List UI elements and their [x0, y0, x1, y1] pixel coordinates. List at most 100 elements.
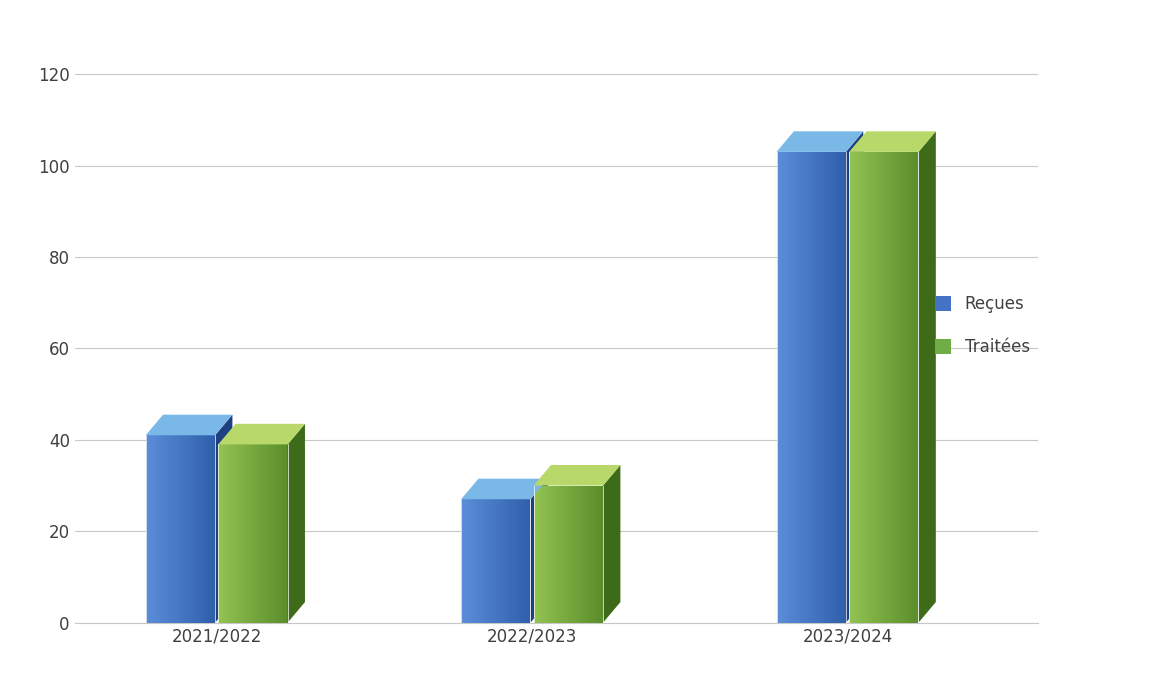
Polygon shape: [877, 152, 878, 623]
Polygon shape: [564, 485, 567, 623]
Polygon shape: [149, 435, 151, 623]
Polygon shape: [805, 152, 808, 623]
Polygon shape: [270, 444, 272, 623]
Polygon shape: [874, 152, 875, 623]
Polygon shape: [829, 152, 831, 623]
Polygon shape: [238, 444, 239, 623]
Polygon shape: [533, 465, 621, 485]
Polygon shape: [556, 485, 557, 623]
Polygon shape: [515, 499, 517, 623]
Polygon shape: [170, 435, 172, 623]
Polygon shape: [785, 152, 787, 623]
Polygon shape: [875, 152, 877, 623]
Polygon shape: [156, 435, 158, 623]
Polygon shape: [152, 435, 155, 623]
Polygon shape: [831, 152, 832, 623]
Polygon shape: [208, 435, 210, 623]
Polygon shape: [884, 152, 885, 623]
Polygon shape: [222, 444, 224, 623]
Polygon shape: [857, 152, 860, 623]
Polygon shape: [794, 152, 795, 623]
Polygon shape: [284, 444, 286, 623]
Polygon shape: [819, 152, 822, 623]
Polygon shape: [186, 435, 187, 623]
Polygon shape: [497, 499, 500, 623]
Polygon shape: [795, 152, 797, 623]
Polygon shape: [183, 435, 186, 623]
Polygon shape: [822, 152, 823, 623]
Polygon shape: [517, 499, 518, 623]
Polygon shape: [861, 152, 863, 623]
Polygon shape: [812, 152, 815, 623]
Polygon shape: [808, 152, 809, 623]
Polygon shape: [547, 485, 549, 623]
Polygon shape: [549, 485, 550, 623]
Polygon shape: [242, 444, 245, 623]
Polygon shape: [286, 444, 287, 623]
Polygon shape: [780, 152, 781, 623]
Polygon shape: [518, 499, 520, 623]
Polygon shape: [162, 435, 163, 623]
Polygon shape: [531, 479, 548, 623]
Polygon shape: [881, 152, 882, 623]
Polygon shape: [841, 152, 842, 623]
Polygon shape: [867, 152, 868, 623]
Polygon shape: [187, 435, 189, 623]
Polygon shape: [856, 152, 857, 623]
Polygon shape: [901, 152, 902, 623]
Polygon shape: [227, 444, 228, 623]
Polygon shape: [835, 152, 838, 623]
Polygon shape: [246, 444, 248, 623]
Polygon shape: [193, 435, 194, 623]
Polygon shape: [898, 152, 899, 623]
Polygon shape: [572, 485, 574, 623]
Polygon shape: [604, 465, 621, 623]
Polygon shape: [887, 152, 889, 623]
Polygon shape: [258, 444, 260, 623]
Polygon shape: [494, 499, 496, 623]
Polygon shape: [279, 444, 280, 623]
Polygon shape: [854, 152, 856, 623]
Polygon shape: [248, 444, 249, 623]
Polygon shape: [463, 499, 465, 623]
Polygon shape: [905, 152, 906, 623]
Polygon shape: [256, 444, 258, 623]
Polygon shape: [511, 499, 514, 623]
Polygon shape: [823, 152, 825, 623]
Polygon shape: [486, 499, 487, 623]
Polygon shape: [166, 435, 168, 623]
Polygon shape: [220, 444, 222, 623]
Polygon shape: [913, 152, 915, 623]
Polygon shape: [809, 152, 811, 623]
Polygon shape: [593, 485, 594, 623]
Polygon shape: [525, 499, 527, 623]
Polygon shape: [550, 485, 553, 623]
Polygon shape: [902, 152, 905, 623]
Polygon shape: [577, 485, 579, 623]
Polygon shape: [272, 444, 273, 623]
Polygon shape: [524, 499, 525, 623]
Polygon shape: [466, 499, 469, 623]
Polygon shape: [276, 444, 277, 623]
Polygon shape: [567, 485, 569, 623]
Polygon shape: [827, 152, 829, 623]
Polygon shape: [267, 444, 269, 623]
Polygon shape: [540, 485, 542, 623]
Polygon shape: [832, 152, 834, 623]
Polygon shape: [479, 499, 480, 623]
Polygon shape: [473, 499, 475, 623]
Polygon shape: [871, 152, 874, 623]
Polygon shape: [155, 435, 156, 623]
Polygon shape: [909, 152, 912, 623]
Polygon shape: [269, 444, 270, 623]
Polygon shape: [472, 499, 473, 623]
Polygon shape: [475, 499, 477, 623]
Polygon shape: [504, 499, 507, 623]
Polygon shape: [882, 152, 884, 623]
Polygon shape: [790, 152, 792, 623]
Polygon shape: [537, 485, 539, 623]
Polygon shape: [569, 485, 570, 623]
Polygon shape: [527, 499, 529, 623]
Polygon shape: [846, 131, 863, 623]
Polygon shape: [489, 499, 490, 623]
